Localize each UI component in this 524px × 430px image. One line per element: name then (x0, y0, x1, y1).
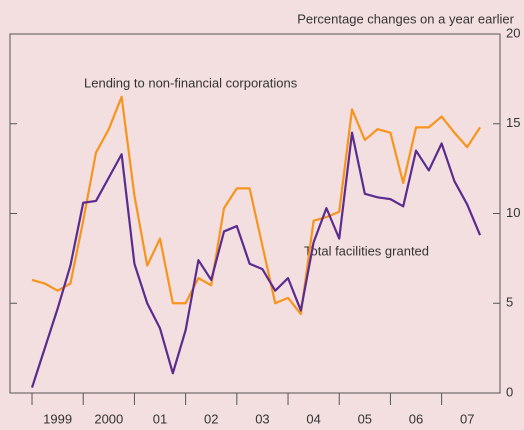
annotation: Lending to non-financial corporations (84, 75, 298, 90)
x-tick-label: 01 (153, 411, 167, 426)
x-tick-label: 04 (306, 411, 320, 426)
series-line (31, 95, 481, 316)
y-tick-label: 15 (506, 115, 520, 130)
x-tick-label: 2000 (94, 411, 123, 426)
x-tick-label: 1999 (43, 411, 72, 426)
x-tick-label: 03 (255, 411, 269, 426)
x-tick-label: 07 (460, 411, 474, 426)
y-tick-label: 5 (506, 295, 513, 310)
series-line (30, 131, 482, 388)
y-tick-label: 20 (506, 25, 520, 40)
x-tick-label: 06 (409, 411, 423, 426)
y-tick-label: 10 (506, 205, 520, 220)
annotation: Total facilities granted (304, 243, 429, 258)
y-tick-label: 0 (506, 384, 513, 399)
x-tick-label: 05 (358, 411, 372, 426)
chart-subtitle: Percentage changes on a year earlier (297, 11, 514, 26)
x-tick-label: 02 (204, 411, 218, 426)
